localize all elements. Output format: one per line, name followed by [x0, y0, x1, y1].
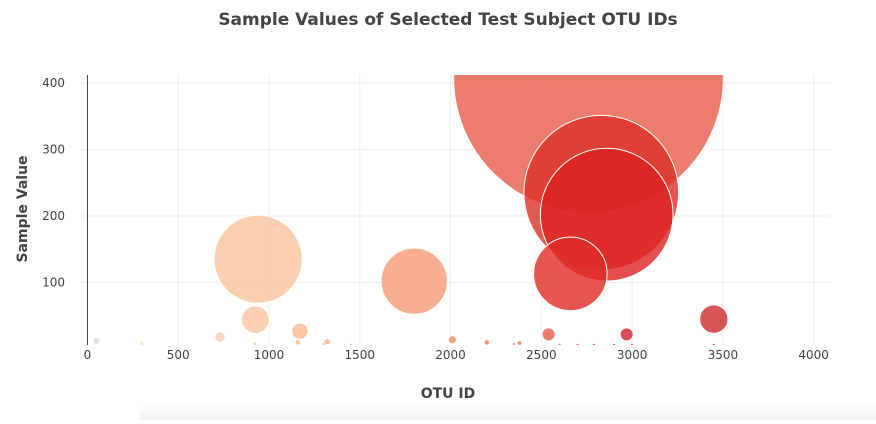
bubble-point[interactable]: [619, 327, 634, 342]
bubble-point[interactable]: [93, 337, 100, 345]
bubble-point[interactable]: [533, 236, 608, 312]
bubble-point[interactable]: [380, 247, 448, 315]
bubble-point[interactable]: [712, 343, 716, 347]
bubble-point[interactable]: [448, 335, 457, 344]
x-axis-title: OTU ID: [421, 386, 476, 402]
bubble-point[interactable]: [592, 343, 596, 347]
bubble-point[interactable]: [699, 304, 729, 334]
bubble-point[interactable]: [541, 327, 556, 342]
x-tick-label: 1500: [345, 348, 376, 362]
x-tick-label: 500: [167, 348, 190, 362]
x-ticks: 0 500 1000 1500 2000 2500 3000 3500 4000: [84, 348, 829, 362]
bubble-point[interactable]: [348, 343, 353, 347]
x-tick-label: 3500: [708, 348, 739, 362]
scroll-shadow: [140, 404, 876, 420]
x-tick-label: 2000: [435, 348, 466, 362]
y-tick-label: 100: [42, 275, 65, 289]
bubble-point[interactable]: [241, 305, 270, 335]
x-tick-label: 4000: [798, 348, 829, 362]
bubble-point[interactable]: [291, 322, 309, 340]
bubble-point[interactable]: [214, 331, 226, 343]
bubble-point[interactable]: [139, 341, 145, 346]
x-tick-label: 1000: [254, 348, 285, 362]
bubbles: [93, 75, 729, 347]
bubble-point[interactable]: [512, 342, 516, 346]
x-tick-label: 3000: [617, 348, 648, 362]
bubble-point[interactable]: [295, 339, 301, 345]
y-tick-label: 300: [42, 142, 65, 156]
bubble-point[interactable]: [517, 340, 522, 345]
y-ticks: 100 200 300 400: [42, 76, 65, 290]
chart-title: Sample Values of Selected Test Subject O…: [218, 10, 677, 30]
bubble-point[interactable]: [612, 343, 616, 347]
x-tick-label: 0: [84, 348, 92, 362]
y-axis-title: Sample Value: [15, 155, 31, 262]
bubble-point[interactable]: [252, 341, 257, 346]
x-tick-label: 2500: [526, 348, 557, 362]
bubble-point[interactable]: [323, 338, 331, 345]
y-tick-label: 200: [42, 209, 65, 223]
bubble-point[interactable]: [630, 343, 634, 347]
bubble-point[interactable]: [213, 214, 303, 304]
bubble-point[interactable]: [484, 339, 490, 345]
y-tick-label: 400: [42, 76, 65, 90]
bubble-point[interactable]: [321, 342, 326, 346]
bubble-point[interactable]: [575, 343, 580, 347]
bubble-point[interactable]: [557, 343, 562, 347]
